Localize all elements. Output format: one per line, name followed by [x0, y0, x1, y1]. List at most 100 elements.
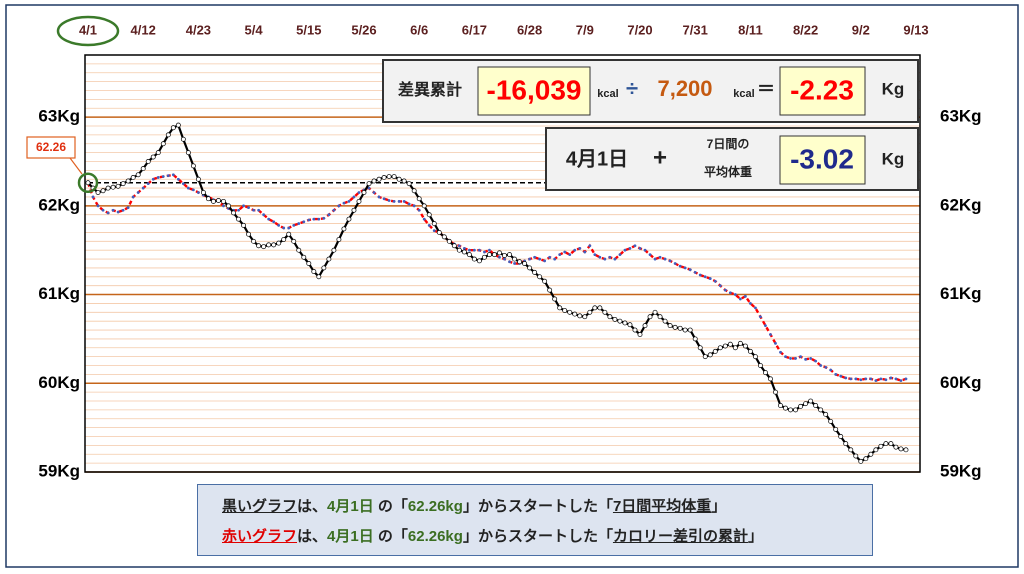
data-point [478, 248, 481, 252]
data-point [125, 178, 131, 184]
data-point [667, 323, 673, 329]
data-point [558, 253, 562, 257]
data-point [161, 175, 165, 178]
data-point [427, 223, 431, 227]
data-point [583, 250, 587, 254]
data-point [481, 254, 487, 260]
data-point [698, 273, 702, 277]
data-point [461, 249, 467, 255]
data-point [85, 180, 91, 186]
data-point [176, 177, 180, 181]
x-tick-label: 4/1 [79, 22, 97, 37]
data-point [538, 257, 542, 261]
data-point [473, 248, 476, 252]
data-point [417, 208, 421, 212]
data-point [763, 370, 768, 376]
data-point [889, 376, 893, 380]
data-point [894, 377, 898, 381]
data-point [588, 244, 592, 248]
data-point [818, 407, 824, 413]
data-point [532, 269, 538, 275]
note-line: 黒いグラフは、4月1日 の「62.26kg」からスタートした「7日間平均体重」 [222, 495, 726, 516]
data-point [356, 198, 362, 204]
data-point [823, 411, 829, 417]
data-point [552, 296, 558, 302]
x-tick-label: 4/23 [186, 22, 211, 37]
data-point [804, 357, 807, 361]
data-point [503, 257, 506, 261]
data-point [371, 178, 377, 184]
note-line: 赤いグラフは、4月1日 の「62.26kg」からスタートした「カロリー差引の累計… [222, 525, 763, 546]
data-point [151, 177, 155, 181]
x-tick-label: 6/17 [462, 22, 487, 37]
data-point [722, 343, 728, 349]
data-point [608, 255, 612, 259]
data-point [326, 256, 332, 262]
data-point [884, 378, 888, 382]
data-point [281, 237, 287, 242]
data-point [431, 221, 437, 227]
data-point [733, 293, 737, 296]
data-point [411, 188, 417, 194]
data-point [717, 345, 723, 351]
data-point [773, 389, 778, 395]
data-point [302, 220, 306, 224]
data-point [231, 210, 236, 216]
data-point [578, 247, 582, 250]
data-point [618, 253, 622, 257]
data-point [297, 222, 301, 225]
data-point [467, 248, 471, 252]
data-point [597, 305, 603, 311]
data-point [406, 181, 412, 187]
data-point [222, 204, 225, 208]
data-point [743, 294, 747, 298]
info-text: Kg [882, 79, 905, 98]
x-tick-label: 9/2 [852, 22, 870, 37]
data-point [367, 186, 371, 190]
data-point [692, 336, 698, 342]
data-point [341, 226, 347, 232]
data-point [180, 136, 186, 142]
data-point [607, 314, 613, 320]
y-tick-label-right: 60Kg [940, 373, 982, 392]
data-point [784, 355, 787, 359]
data-point [808, 398, 814, 404]
data-point [307, 218, 311, 222]
data-point [622, 320, 628, 326]
data-point [357, 191, 361, 194]
info-text: kcal [597, 88, 618, 100]
data-point [864, 377, 868, 381]
data-point [131, 195, 135, 199]
data-point [372, 191, 376, 194]
data-point [809, 357, 813, 360]
data-point [252, 208, 256, 212]
x-tick-label: 7/9 [576, 22, 594, 37]
data-point [476, 258, 482, 264]
data-point [603, 257, 607, 261]
data-point [256, 243, 262, 249]
data-point [768, 376, 773, 382]
data-point [904, 377, 908, 381]
data-point [547, 287, 553, 293]
note-text: 4月1日 [327, 498, 374, 515]
info-box [779, 135, 866, 185]
data-point [769, 333, 772, 336]
data-point [301, 254, 307, 260]
note-text: 62.26kg [407, 498, 463, 515]
data-point [111, 208, 115, 212]
data-point [316, 274, 322, 280]
data-point [573, 248, 577, 252]
data-point [563, 250, 567, 254]
data-point [723, 288, 727, 292]
info-text: 4月1日 [566, 148, 628, 170]
data-point [543, 259, 547, 263]
note-text: 4月1日 [327, 528, 374, 545]
data-point [221, 198, 226, 204]
data-point [397, 199, 401, 203]
data-point [848, 447, 854, 453]
data-point [829, 368, 833, 372]
y-tick-label: 62Kg [38, 195, 80, 214]
series-name: 黒いグラフ [222, 498, 298, 515]
value-text: -2.23 [790, 74, 854, 105]
data-point [267, 217, 271, 221]
